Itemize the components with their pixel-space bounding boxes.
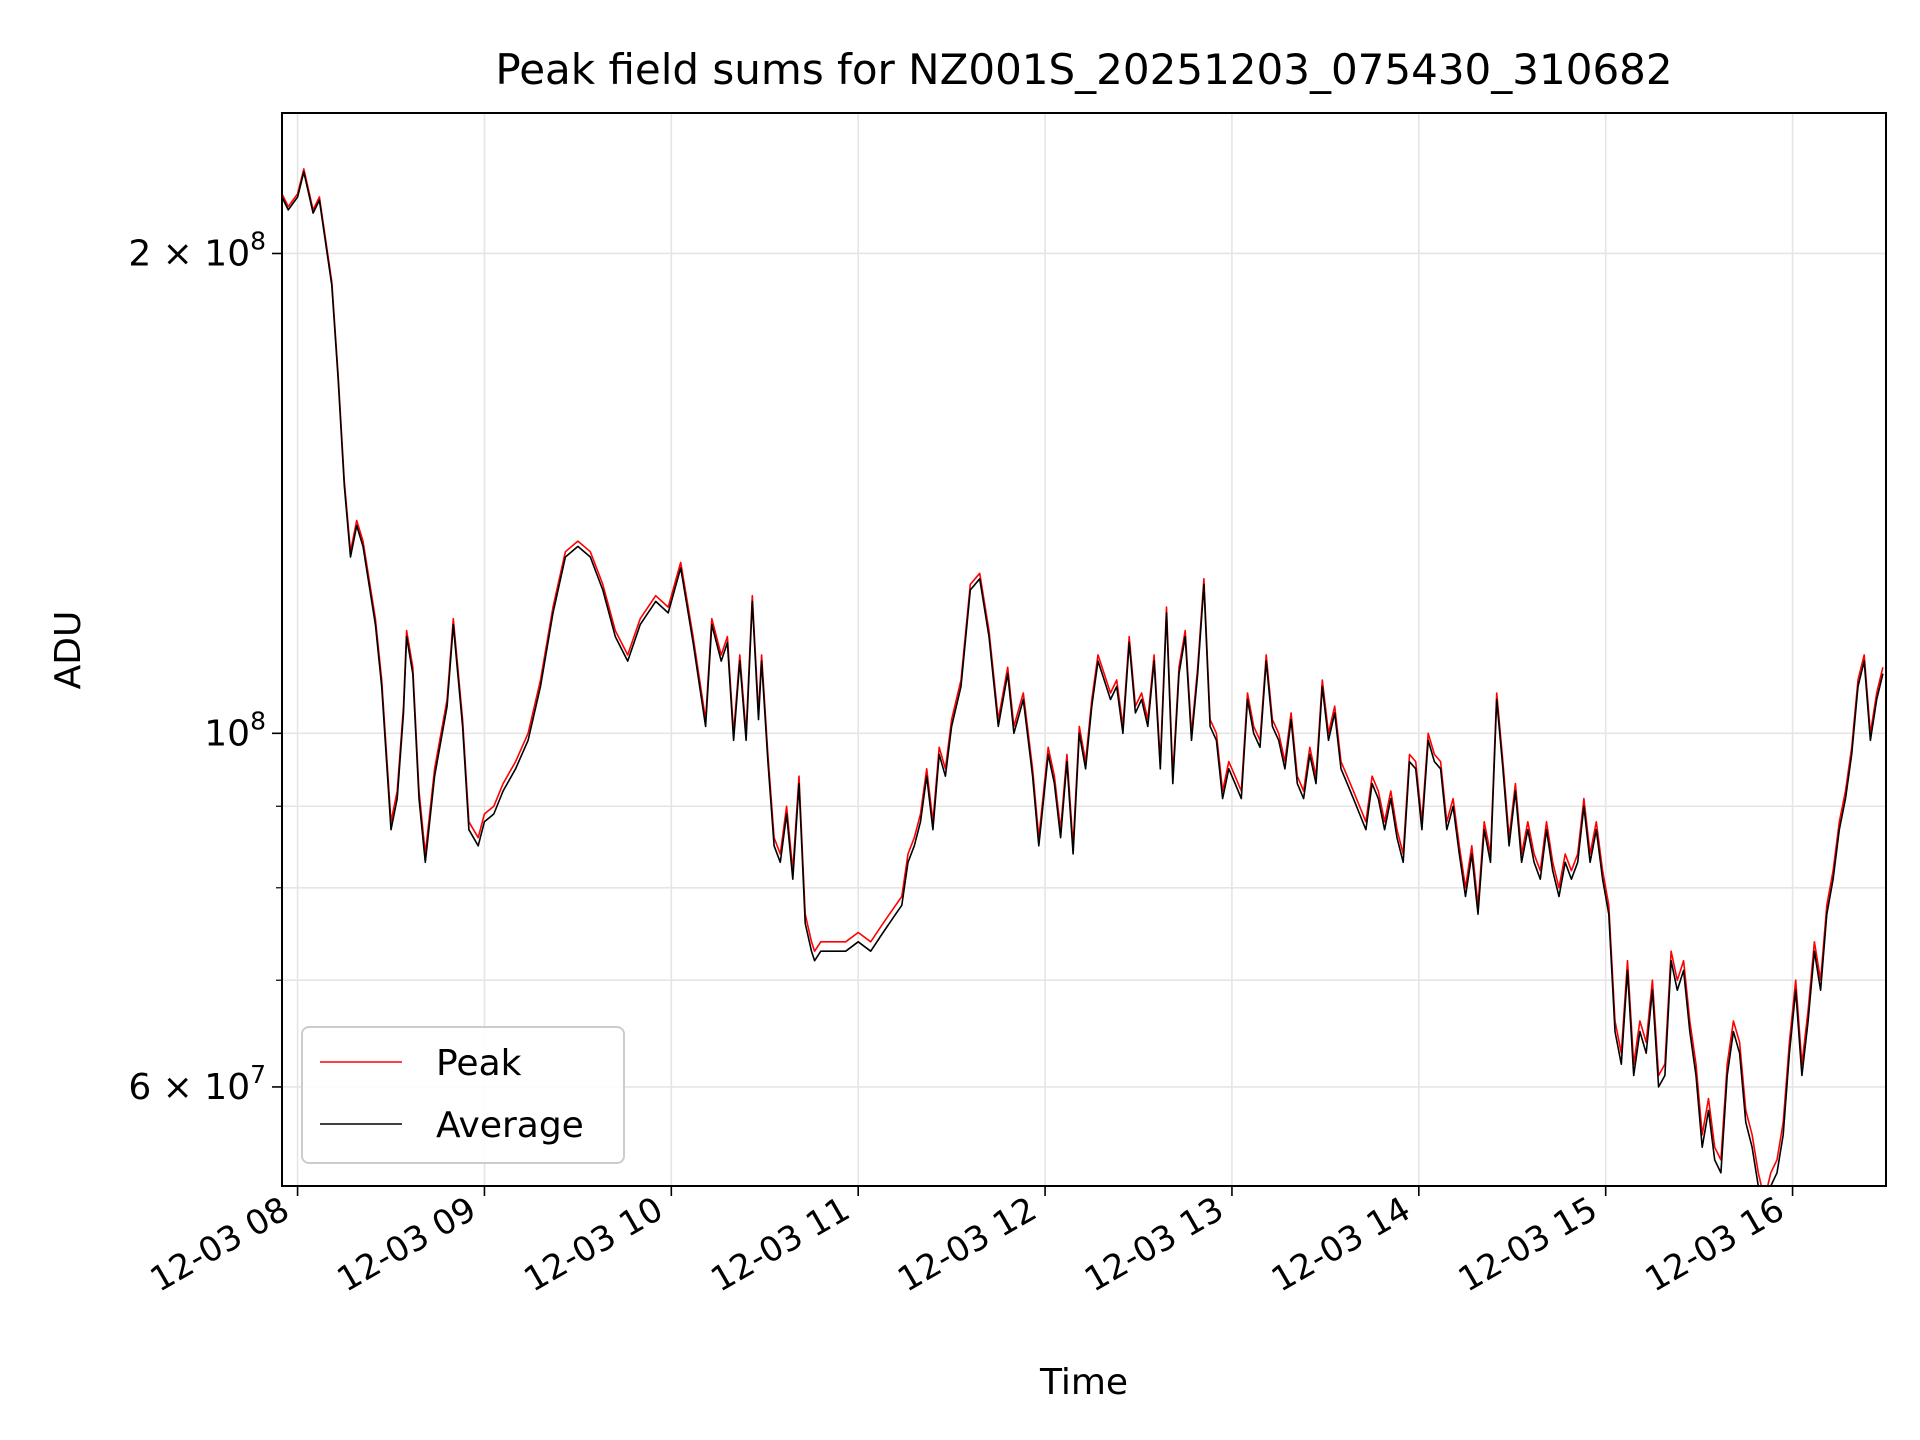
legend-box [301,1026,625,1164]
y-tick-label: 6 × 107 [128,1060,266,1108]
plot-frame [281,112,1887,1187]
chart-title: Peak field sums for NZ001S_20251203_0754… [495,45,1672,94]
y-tick-label: 2 × 108 [128,226,266,274]
y-axis-label: ADU [48,611,89,690]
series-line-average [282,171,1884,1186]
legend-peak-label: Peak [436,1043,522,1084]
series-lines [282,168,1884,1186]
x-axis-label: Time [1039,1362,1128,1403]
legend: Peak Average [301,1026,625,1164]
legend-average-label: Average [436,1105,584,1146]
y-axis: 6 × 107 108 2 × 108 [128,226,282,1108]
y-tick-label: 108 [204,706,266,754]
grid [282,113,1886,1186]
series-line-peak [282,168,1884,1186]
